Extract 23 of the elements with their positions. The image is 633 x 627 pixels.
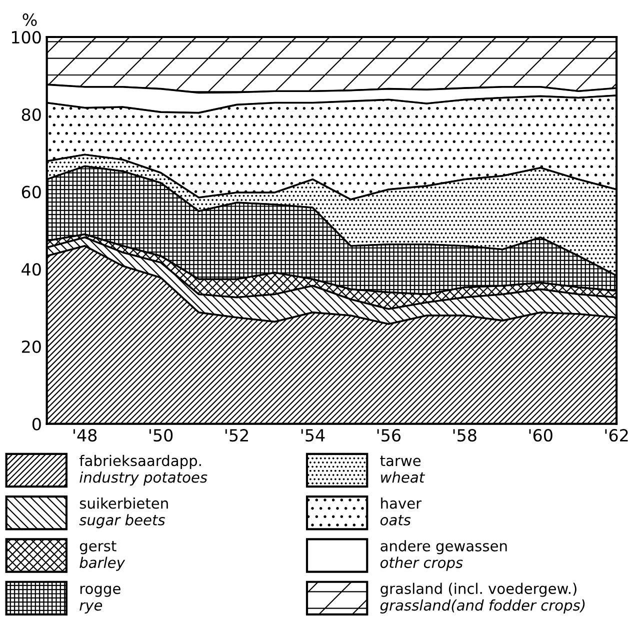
legend-label: haver oats (380, 498, 422, 526)
y-tick-label: 80 (22, 108, 41, 121)
y-tick-label: 40 (22, 263, 41, 276)
legend-label: andere gewassen other crops (380, 540, 507, 571)
y-tick-label: 60 (22, 186, 41, 198)
legend-label: tarwe wheat (380, 456, 426, 483)
legend-label: fabrieksaardapp. industry potatoes (79, 454, 208, 486)
legend-label: rogge rye (80, 586, 120, 614)
y-axis-title: % (22, 13, 37, 26)
x-tick-label: '58 (453, 429, 476, 442)
y-tick-label: 100 (12, 30, 41, 44)
x-tick-label: '62 (605, 429, 628, 442)
legend-label: suikerbieten sugar beets (79, 498, 168, 528)
legend-label: gerst barley (80, 540, 126, 571)
x-tick-label: '52 (225, 429, 248, 442)
x-tick-label: '56 (377, 429, 401, 442)
x-tick-label: '60 (529, 429, 552, 442)
legend-label: grasland (incl. voedergew.) grassland(and fodder crops) (380, 582, 585, 614)
y-tick-label: 20 (22, 340, 41, 354)
x-tick-label: '48 (74, 429, 97, 442)
x-tick-label: '54 (301, 429, 325, 442)
x-tick-label: '50 (149, 429, 173, 442)
y-tick-label: 0 (32, 418, 41, 430)
